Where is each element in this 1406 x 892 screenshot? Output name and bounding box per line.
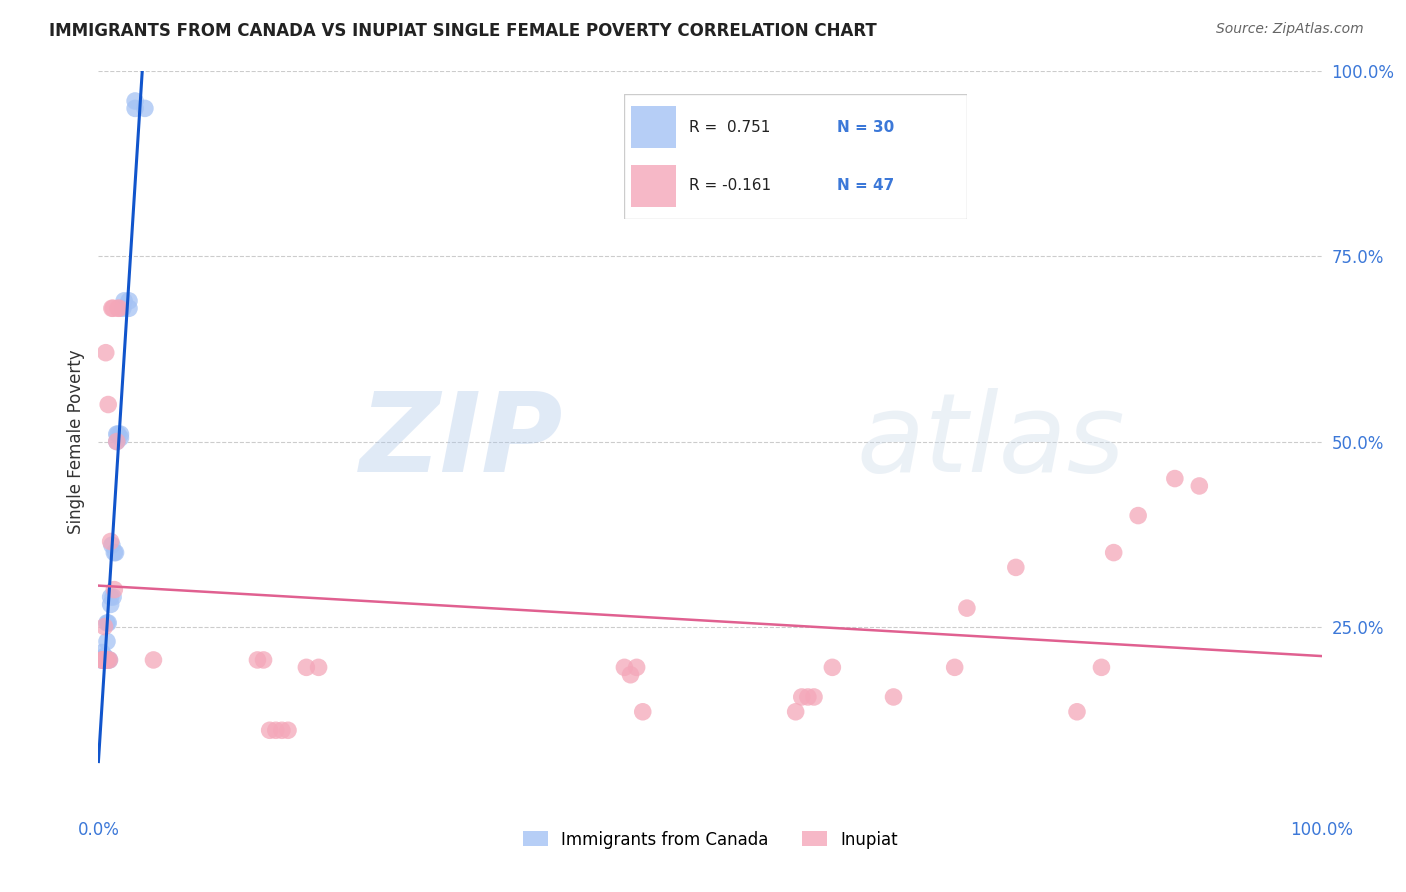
Point	[105, 434, 128, 449]
Point	[101, 590, 124, 604]
Point	[124, 102, 146, 116]
Point	[110, 427, 132, 442]
Point	[110, 431, 132, 445]
Point	[90, 653, 112, 667]
Point	[112, 293, 135, 308]
Point	[1090, 660, 1112, 674]
Point	[277, 723, 299, 738]
Point	[91, 653, 114, 667]
Point	[91, 646, 114, 660]
Point	[1128, 508, 1150, 523]
Point	[270, 723, 294, 738]
Point	[613, 660, 636, 674]
Point	[631, 705, 654, 719]
Point	[101, 301, 124, 316]
Point	[1164, 471, 1187, 485]
Point	[93, 653, 115, 667]
Point	[124, 94, 146, 108]
Point	[108, 301, 131, 316]
Point	[1102, 546, 1125, 560]
Point	[118, 301, 141, 316]
Point	[943, 660, 966, 674]
Point	[883, 690, 905, 704]
Point	[1004, 560, 1026, 574]
Point	[97, 615, 120, 630]
Point	[97, 653, 120, 667]
Point	[104, 546, 127, 560]
Point	[100, 534, 122, 549]
Point	[259, 723, 281, 738]
Point	[308, 660, 330, 674]
Point	[295, 660, 318, 674]
Text: ZIP: ZIP	[360, 388, 564, 495]
Point	[91, 653, 114, 667]
Point	[134, 102, 156, 116]
Point	[785, 705, 807, 719]
Text: Source: ZipAtlas.com: Source: ZipAtlas.com	[1216, 22, 1364, 37]
Point	[103, 582, 125, 597]
Point	[107, 301, 129, 316]
Point	[100, 590, 122, 604]
Point	[1188, 479, 1211, 493]
Point	[252, 653, 274, 667]
Point	[96, 634, 118, 648]
Point	[107, 427, 129, 442]
Point	[91, 653, 114, 667]
Point	[94, 653, 117, 667]
Point	[264, 723, 287, 738]
Point	[97, 653, 120, 667]
Point	[111, 301, 134, 316]
Point	[93, 649, 115, 664]
Point	[105, 427, 128, 442]
Legend: Immigrants from Canada, Inupiat: Immigrants from Canada, Inupiat	[516, 824, 904, 855]
Point	[803, 690, 825, 704]
Point	[94, 653, 117, 667]
Point	[626, 660, 648, 674]
Point	[797, 690, 820, 704]
Point	[98, 653, 121, 667]
Point	[91, 653, 114, 667]
Point	[790, 690, 813, 704]
Point	[101, 538, 124, 552]
Text: IMMIGRANTS FROM CANADA VS INUPIAT SINGLE FEMALE POVERTY CORRELATION CHART: IMMIGRANTS FROM CANADA VS INUPIAT SINGLE…	[49, 22, 877, 40]
Point	[1066, 705, 1088, 719]
Point	[118, 293, 141, 308]
Point	[91, 653, 114, 667]
Point	[821, 660, 844, 674]
Point	[97, 398, 120, 412]
Point	[98, 653, 121, 667]
Point	[96, 615, 118, 630]
Text: atlas: atlas	[856, 388, 1125, 495]
Point	[103, 546, 125, 560]
Point	[100, 598, 122, 612]
Y-axis label: Single Female Poverty: Single Female Poverty	[66, 350, 84, 533]
Point	[956, 601, 979, 615]
Point	[93, 653, 115, 667]
Point	[619, 667, 641, 681]
Point	[93, 619, 115, 633]
Point	[94, 345, 117, 359]
Point	[91, 653, 114, 667]
Point	[105, 434, 128, 449]
Point	[142, 653, 165, 667]
Point	[101, 301, 124, 316]
Point	[246, 653, 269, 667]
Point	[93, 653, 115, 667]
